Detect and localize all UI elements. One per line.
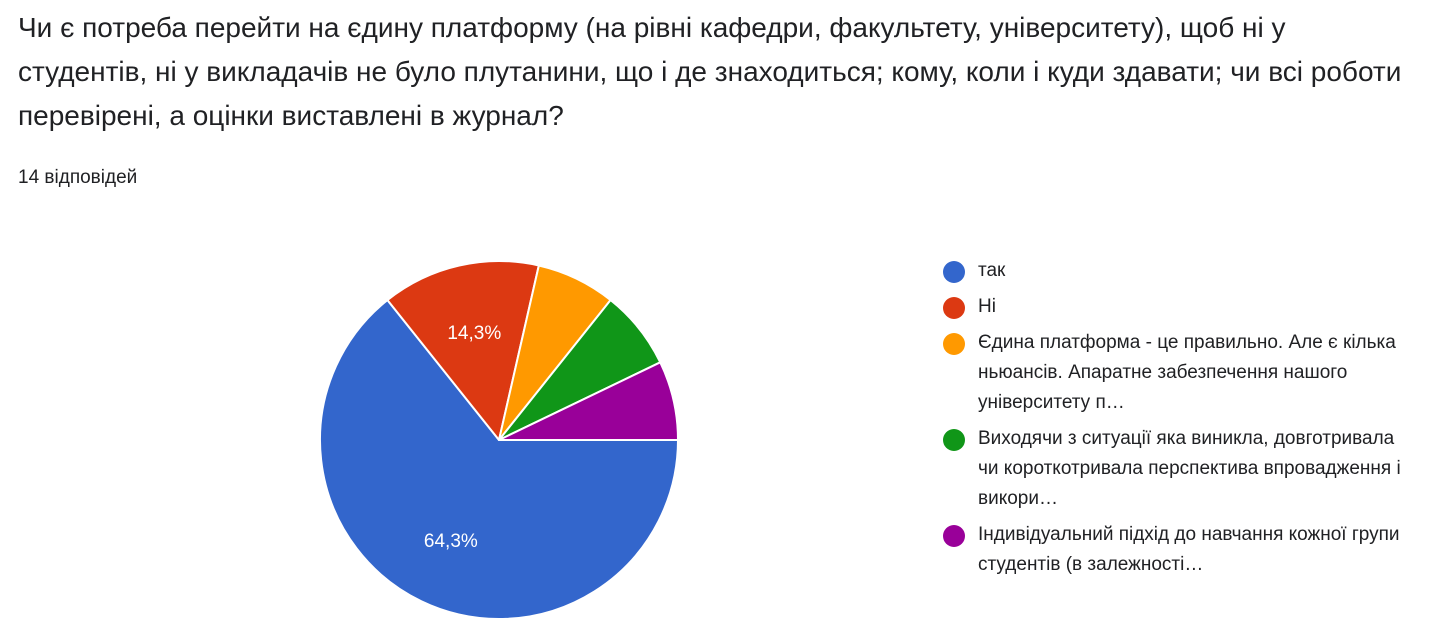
legend-label: Індивідуальний підхід до навчання кожної…	[978, 524, 1400, 575]
legend-label: Єдина платформа - це правильно. Але є кі…	[978, 332, 1396, 413]
slice-percent-label-2: 14,3%	[447, 323, 501, 344]
question-title: Чи є потреба перейти на єдину платформу …	[18, 12, 1402, 131]
legend-label: так	[978, 260, 1006, 281]
slice-percent-label-1: 64,3%	[424, 531, 478, 552]
legend-color-dot	[943, 297, 965, 319]
legend-item-4[interactable]: Виходячи з ситуації яка виникла, довготр…	[943, 424, 1423, 514]
pie-slice-2[interactable]	[386, 260, 540, 441]
legend-item-5[interactable]: Індивідуальний підхід до навчання кожної…	[943, 520, 1423, 580]
pie-slice-1[interactable]	[319, 299, 679, 620]
legend-color-dot	[943, 525, 965, 547]
legend-label: Ні	[978, 296, 996, 317]
response-count: 14 відповідей	[18, 167, 138, 188]
legend-item-2[interactable]: Ні	[943, 292, 1423, 322]
legend-color-dot	[943, 333, 965, 355]
legend-color-dot	[943, 261, 965, 283]
legend-color-dot	[943, 429, 965, 451]
legend-label: Виходячи з ситуації яка виникла, довготр…	[978, 428, 1401, 509]
chart-legend: так Ні Єдина платформа - це правильно. Але…	[943, 256, 1423, 586]
pie-labels: 64,3% 14,3%	[424, 323, 501, 552]
pie-slice-5[interactable]	[498, 361, 679, 441]
legend-item-1[interactable]: так	[943, 256, 1423, 286]
legend-item-3[interactable]: Єдина платформа - це правильно. Але є кі…	[943, 328, 1423, 418]
pie-slices	[319, 260, 679, 620]
